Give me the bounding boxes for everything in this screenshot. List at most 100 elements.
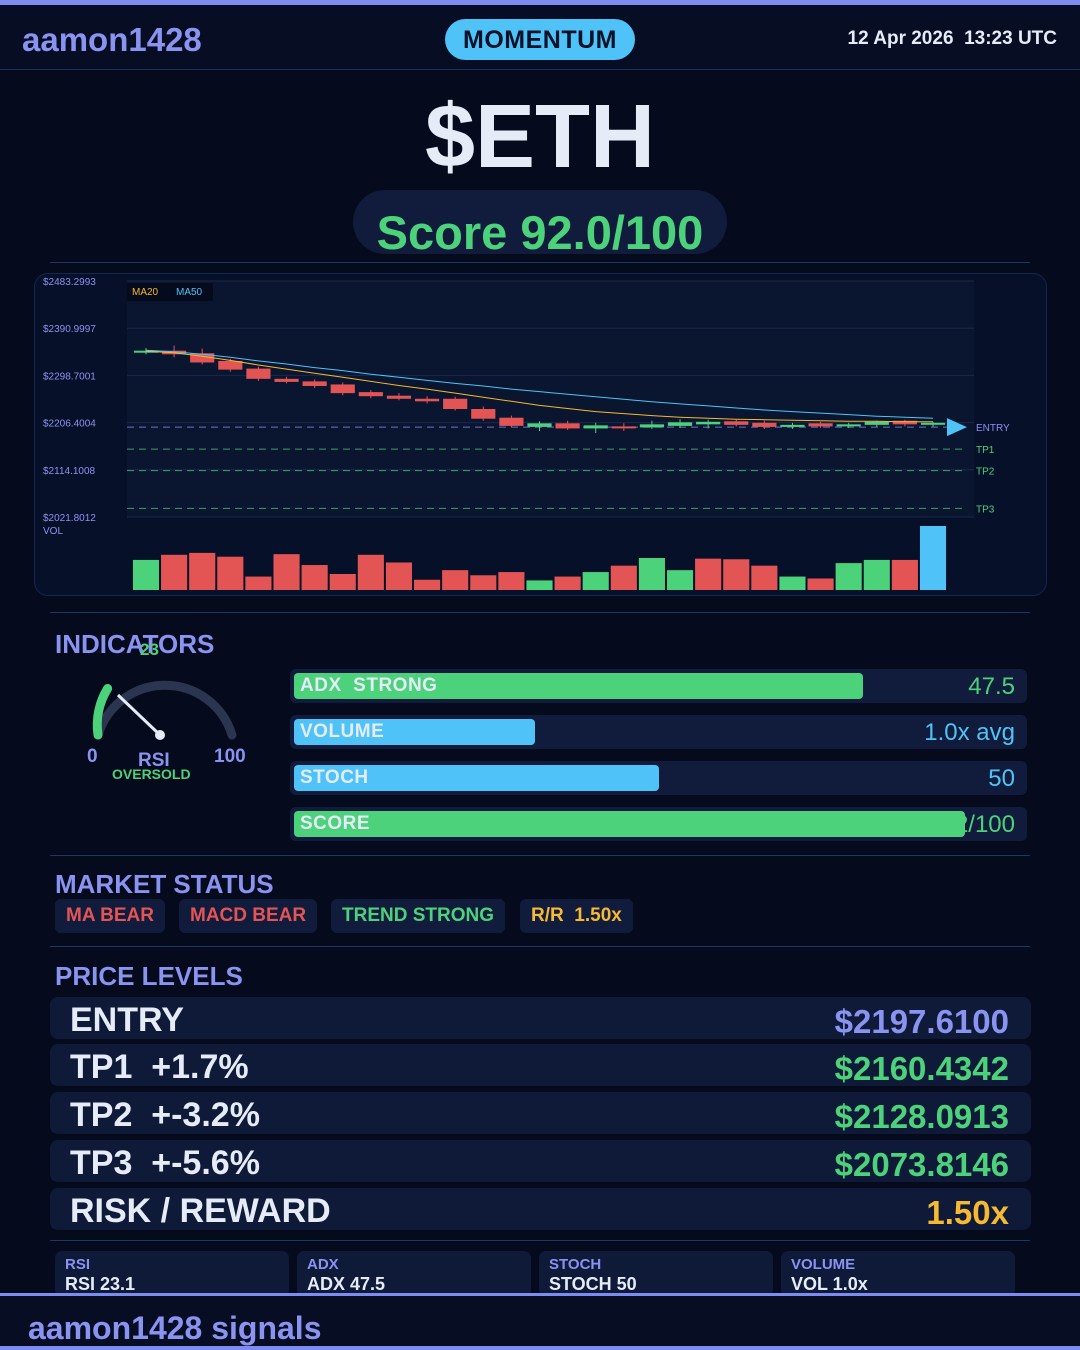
status-chip-rr: R/R 1.50x	[520, 899, 633, 933]
status-chip-macd: MACD BEAR	[179, 899, 318, 933]
stat-label: RSI	[65, 1256, 91, 1273]
status-chip-ma: MA BEAR	[55, 899, 165, 933]
candle-body	[218, 360, 243, 370]
candle-body	[836, 424, 861, 427]
divider	[50, 946, 1030, 947]
volume-bar	[919, 526, 947, 590]
candle-body	[246, 368, 271, 379]
volume-bar	[132, 559, 160, 590]
rsi-gauge-needle	[116, 693, 162, 737]
volume-axis-label: VOL	[43, 526, 63, 537]
mode-badge: MOMENTUM	[445, 19, 635, 60]
volume-bar	[807, 578, 834, 590]
legend-ma50: MA50	[176, 287, 203, 298]
top-bar: aamon1428 MOMENTUM 12 Apr 2026 13:23 UTC	[0, 0, 1080, 70]
stat-label: STOCH	[549, 1256, 602, 1273]
volume-bar	[245, 576, 272, 590]
volume-bar: VOLUME 1.0x avg	[290, 715, 1027, 749]
volume-bar	[779, 576, 806, 590]
level-price: $2197.6100	[834, 1003, 1009, 1040]
y-tick-label: $2483.2993	[43, 277, 96, 288]
timestamp: 12 Apr 2026 13:23 UTC	[847, 28, 1057, 49]
score-bar: SCORE 92/100	[290, 807, 1027, 841]
volume-bar	[610, 565, 637, 590]
level-price: $2128.0913	[834, 1098, 1009, 1135]
stat-value: RSI 23.1	[65, 1274, 136, 1294]
stat-label: ADX	[307, 1256, 339, 1273]
volume-bar	[751, 565, 778, 590]
stat-card-rsi: RSI RSI 23.1	[55, 1251, 289, 1297]
candle-body	[443, 398, 468, 409]
candle-body	[471, 408, 496, 419]
candle-body	[414, 398, 440, 402]
chart-legend	[127, 283, 213, 301]
score-bar-value: 92/100	[941, 811, 1015, 838]
volume-bar	[329, 574, 356, 590]
rsi-gauge-pivot	[155, 730, 165, 740]
level-price: 1.50x	[926, 1194, 1009, 1231]
rsi-gauge-track	[93, 680, 237, 740]
stat-value: STOCH 50	[549, 1274, 637, 1294]
adx-bar-fill	[294, 673, 863, 699]
ma50-line	[145, 349, 934, 419]
volume-bar	[891, 559, 918, 590]
volume-bar	[835, 563, 862, 590]
y-tick-label: $2114.1008	[43, 466, 96, 477]
score-bar-label: SCORE	[300, 813, 371, 834]
stat-value: ADX 47.5	[307, 1274, 386, 1294]
candle-body	[386, 395, 412, 399]
candle-body	[892, 420, 917, 425]
y-tick-label: $2298.7001	[43, 371, 96, 382]
volume-bar	[470, 575, 497, 590]
divider	[50, 1240, 1030, 1241]
legend-ma20: MA20	[132, 287, 159, 298]
price-chart-svg: $2483.2993 $2390.9997 $2298.7001 $2206.4004…	[43, 277, 1010, 590]
score-bar-fill	[294, 811, 965, 837]
volume-bar	[385, 562, 413, 590]
candle-body	[724, 421, 749, 425]
level-row-tp3: TP3 +-5.6% $2073.8146	[50, 1140, 1031, 1183]
stat-value: VOL 1.0x	[791, 1274, 868, 1294]
candle-body	[190, 353, 215, 363]
volume-bar	[161, 554, 188, 590]
indicators-title: INDICATORS	[55, 629, 215, 659]
level-name: RISK / REWARD	[70, 1192, 331, 1230]
status-chip-trend: TREND STRONG	[331, 899, 505, 933]
price-levels-title: PRICE LEVELS	[55, 961, 243, 991]
candle-body	[780, 424, 805, 427]
divider	[50, 612, 1030, 613]
plot-area	[127, 281, 974, 517]
volume-bar	[217, 556, 244, 590]
level-row-risk-reward: RISK / REWARD 1.50x	[50, 1188, 1031, 1231]
volume-bar	[666, 570, 694, 590]
rsi-gauge-fill	[92, 684, 113, 740]
level-name: TP3 +-5.6%	[70, 1144, 260, 1182]
rsi-gauge	[92, 680, 237, 740]
volume-bar	[498, 572, 525, 590]
price-chart: $2483.2993 $2390.9997 $2298.7001 $2206.4004…	[34, 273, 1047, 596]
score-badge: Score 92.0/100	[353, 190, 727, 254]
level-label: TP2	[976, 467, 995, 478]
stoch-bar-label: STOCH	[300, 767, 369, 788]
stoch-bar: STOCH 50	[290, 761, 1027, 795]
footer-bar: aamon1428 signals	[0, 1293, 1080, 1350]
stoch-bar-value: 50	[988, 765, 1015, 792]
level-label: ENTRY	[976, 423, 1010, 434]
rsi-gauge-min: 0	[87, 746, 98, 767]
divider	[50, 855, 1030, 856]
level-label: TP3	[976, 504, 995, 515]
divider	[50, 262, 1030, 263]
volume-bar	[863, 559, 890, 590]
level-price: $2073.8146	[834, 1146, 1009, 1183]
candle-body	[527, 423, 552, 427]
volume-bar	[526, 580, 553, 590]
candle-body	[920, 422, 946, 425]
candle-body	[752, 422, 777, 427]
rsi-gauge-max: 100	[214, 746, 246, 767]
level-row-tp1: TP1 +1.7% $2160.4342	[50, 1044, 1031, 1087]
stoch-bar-fill	[294, 765, 659, 791]
ticker-symbol: $ETH	[424, 87, 656, 187]
volume-bar-label: VOLUME	[300, 721, 385, 742]
adx-bar-label: ADX STRONG	[300, 675, 438, 696]
candle-body	[583, 425, 608, 429]
